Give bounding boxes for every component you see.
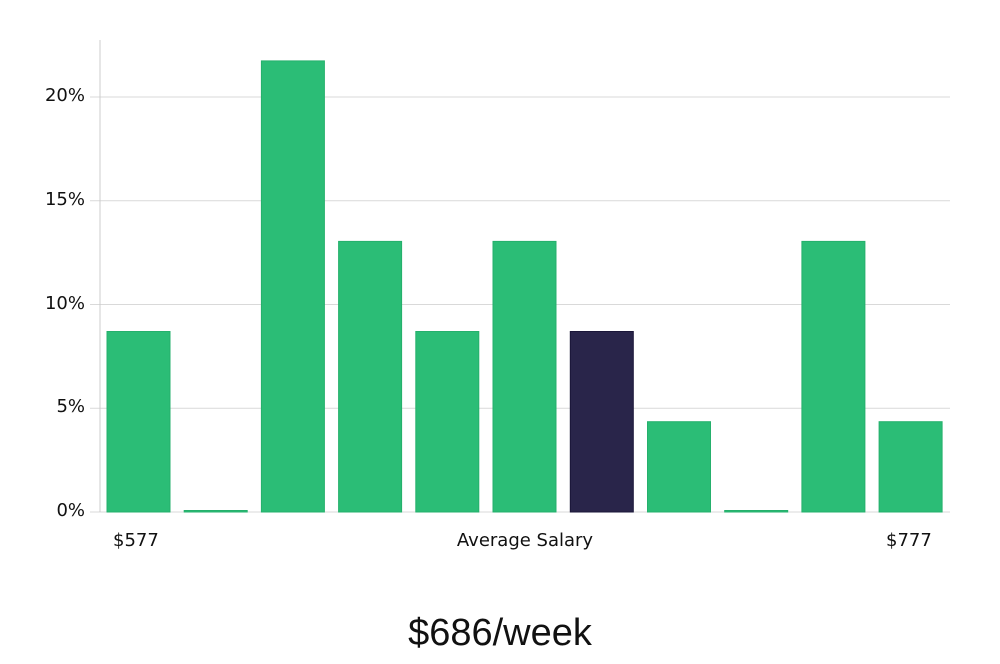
bar xyxy=(724,510,789,513)
y-tick-label: 15% xyxy=(44,188,85,210)
bar xyxy=(801,240,866,513)
bar xyxy=(260,60,325,513)
bar xyxy=(492,240,557,513)
x-axis-max-label: $777 xyxy=(886,530,932,551)
y-tick-label: 0% xyxy=(56,500,85,521)
bar xyxy=(878,421,943,513)
x-axis-title: Average Salary xyxy=(456,530,594,551)
bar-highlighted xyxy=(569,331,634,513)
bar xyxy=(106,331,171,513)
bar xyxy=(338,240,403,513)
y-tick-label: 5% xyxy=(56,396,85,418)
y-tick-label: 20% xyxy=(44,85,85,106)
bar xyxy=(415,331,480,513)
y-tick-label: 10% xyxy=(44,292,85,314)
bar xyxy=(647,421,711,513)
chart-title: $686/week xyxy=(408,612,592,654)
x-axis-min-label: $577 xyxy=(113,530,159,551)
bar xyxy=(183,510,248,513)
